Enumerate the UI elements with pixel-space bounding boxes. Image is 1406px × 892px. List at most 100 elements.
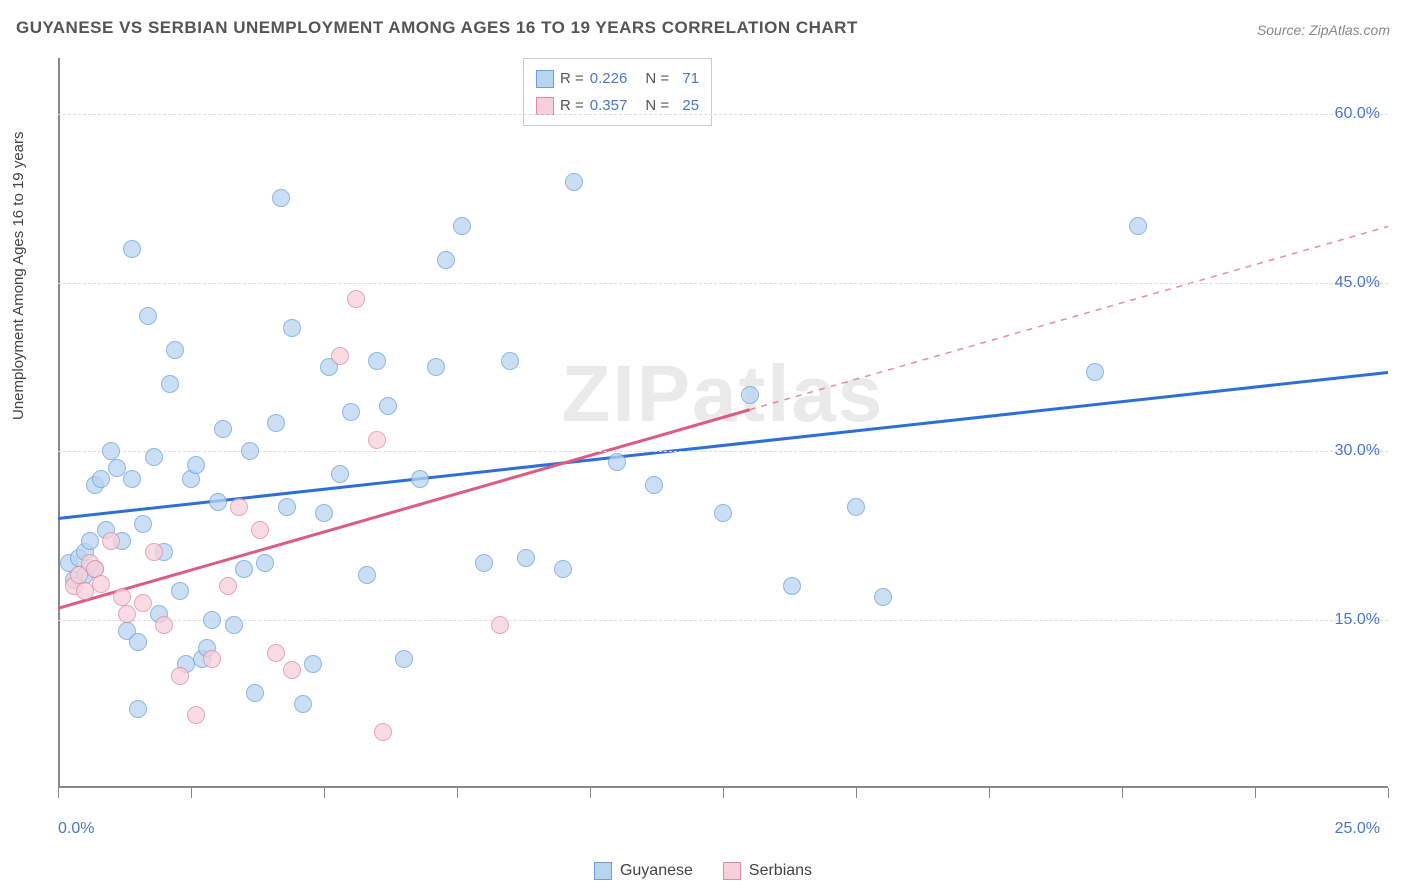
data-point — [256, 554, 274, 572]
data-point — [129, 633, 147, 651]
source-citation: Source: ZipAtlas.com — [1257, 22, 1390, 38]
data-point — [283, 319, 301, 337]
data-point — [225, 616, 243, 634]
data-point — [427, 358, 445, 376]
data-point — [166, 341, 184, 359]
x-tick — [1255, 788, 1256, 798]
trend-line-dashed — [750, 226, 1388, 409]
legend-bottom: Guyanese Serbians — [594, 862, 812, 880]
data-point — [358, 566, 376, 584]
x-tick — [191, 788, 192, 798]
data-point — [161, 375, 179, 393]
stats-row-guyanese: R = 0.226 N = 71 — [536, 65, 699, 92]
data-point — [741, 386, 759, 404]
legend-item-guyanese: Guyanese — [594, 862, 693, 880]
y-tick-label: 30.0% — [1335, 442, 1380, 460]
data-point — [304, 655, 322, 673]
data-point — [847, 498, 865, 516]
legend-swatch-serbians — [723, 862, 741, 880]
data-point — [331, 465, 349, 483]
data-point — [283, 661, 301, 679]
swatch-guyanese — [536, 70, 554, 88]
x-tick — [590, 788, 591, 798]
data-point — [491, 616, 509, 634]
data-point — [554, 560, 572, 578]
trend-line-solid — [58, 410, 750, 609]
data-point — [92, 575, 110, 593]
stats-legend-box: R = 0.226 N = 71 R = 0.357 N = 25 — [523, 58, 712, 126]
data-point — [294, 695, 312, 713]
data-point — [219, 577, 237, 595]
data-point — [123, 240, 141, 258]
data-point — [374, 723, 392, 741]
data-point — [155, 616, 173, 634]
data-point — [171, 582, 189, 600]
legend-label-serbians: Serbians — [749, 862, 812, 880]
data-point — [118, 605, 136, 623]
data-point — [453, 217, 471, 235]
data-point — [411, 470, 429, 488]
x-tick — [989, 788, 990, 798]
data-point — [246, 684, 264, 702]
data-point — [230, 498, 248, 516]
data-point — [368, 431, 386, 449]
data-point — [235, 560, 253, 578]
source-value: ZipAtlas.com — [1309, 22, 1390, 38]
r-label: R = — [560, 65, 584, 92]
chart-container: GUYANESE VS SERBIAN UNEMPLOYMENT AMONG A… — [0, 0, 1406, 892]
n-value-guyanese: 71 — [675, 65, 699, 92]
data-point — [171, 667, 189, 685]
data-point — [315, 504, 333, 522]
data-point — [267, 414, 285, 432]
data-point — [517, 549, 535, 567]
data-point — [134, 594, 152, 612]
x-tick-label: 25.0% — [1335, 820, 1380, 838]
data-point — [123, 470, 141, 488]
x-tick — [1388, 788, 1389, 798]
source-label: Source: — [1257, 22, 1305, 38]
data-point — [347, 290, 365, 308]
data-point — [278, 498, 296, 516]
x-tick — [1122, 788, 1123, 798]
data-point — [342, 403, 360, 421]
x-tick — [58, 788, 59, 798]
data-point — [251, 521, 269, 539]
data-point — [267, 644, 285, 662]
watermark: ZIPatlas — [562, 348, 885, 440]
r-value-guyanese: 0.226 — [590, 65, 628, 92]
x-tick — [856, 788, 857, 798]
chart-title: GUYANESE VS SERBIAN UNEMPLOYMENT AMONG A… — [16, 18, 858, 38]
data-point — [113, 588, 131, 606]
gridline-h — [58, 283, 1388, 284]
swatch-serbians — [536, 97, 554, 115]
y-tick-label: 45.0% — [1335, 274, 1380, 292]
y-axis-line — [58, 58, 60, 788]
data-point — [145, 543, 163, 561]
data-point — [714, 504, 732, 522]
legend-label-guyanese: Guyanese — [620, 862, 693, 880]
y-tick-label: 15.0% — [1335, 611, 1380, 629]
data-point — [1086, 363, 1104, 381]
data-point — [203, 650, 221, 668]
data-point — [145, 448, 163, 466]
data-point — [187, 706, 205, 724]
data-point — [379, 397, 397, 415]
data-point — [272, 189, 290, 207]
data-point — [1129, 217, 1147, 235]
y-tick-label: 60.0% — [1335, 105, 1380, 123]
n-label: N = — [645, 65, 669, 92]
data-point — [501, 352, 519, 370]
trend-lines-svg — [58, 58, 1388, 788]
data-point — [203, 611, 221, 629]
data-point — [81, 532, 99, 550]
data-point — [608, 453, 626, 471]
data-point — [331, 347, 349, 365]
data-point — [368, 352, 386, 370]
trend-line-solid — [58, 372, 1388, 518]
data-point — [102, 442, 120, 460]
data-point — [437, 251, 455, 269]
data-point — [874, 588, 892, 606]
gridline-h — [58, 114, 1388, 115]
y-axis-label: Unemployment Among Ages 16 to 19 years — [10, 131, 27, 420]
data-point — [214, 420, 232, 438]
